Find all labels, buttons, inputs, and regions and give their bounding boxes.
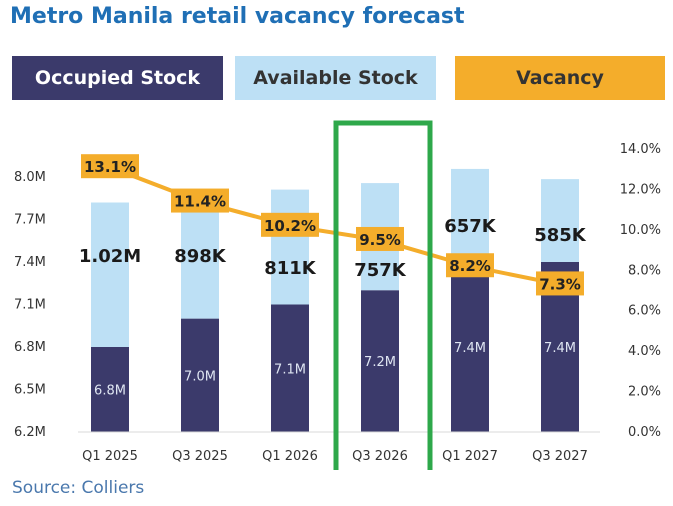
legend-available: Available Stock bbox=[235, 56, 436, 100]
vacancy-label: 11.4% bbox=[174, 193, 226, 211]
category-label: Q1 2025 bbox=[82, 449, 138, 464]
bar-occupied-label: 7.1M bbox=[274, 362, 306, 377]
bar-available-label: 1.02M bbox=[79, 246, 141, 267]
vacancy-label-box bbox=[356, 226, 404, 251]
vacancy-label-box bbox=[446, 253, 494, 278]
category-label: Q3 2025 bbox=[172, 449, 228, 464]
right-axis-tick: 2.0% bbox=[628, 385, 661, 400]
left-axis-tick: 6.2M bbox=[14, 425, 46, 440]
legend-occupied: Occupied Stock bbox=[12, 56, 223, 100]
bar-occupied-label: 7.0M bbox=[184, 369, 216, 384]
vacancy-label-box bbox=[261, 212, 319, 237]
vacancy-label-box bbox=[81, 154, 139, 179]
chart-title: Metro Manila retail vacancy forecast bbox=[10, 4, 465, 29]
category-label: Q1 2027 bbox=[442, 449, 498, 464]
bar-available bbox=[271, 189, 309, 305]
category-label: Q3 2026 bbox=[352, 449, 408, 464]
bar-occupied-label: 7.4M bbox=[544, 341, 576, 356]
bar-occupied-label: 6.8M bbox=[94, 384, 126, 399]
bar-available bbox=[451, 168, 489, 262]
right-axis-tick: 10.0% bbox=[620, 223, 661, 238]
highlight-frame bbox=[333, 120, 433, 470]
chart-plot: 8.0M 7.7M 7.4M 7.1M 6.8M 6.5M 6.2M 14.0% 12.0% 10… bbox=[14, 120, 661, 470]
right-axis-tick: 0.0% bbox=[628, 425, 661, 440]
left-axis-tick: 8.0M bbox=[14, 170, 46, 185]
right-axis-tick: 8.0% bbox=[628, 263, 661, 278]
left-axis-tick: 7.7M bbox=[14, 213, 46, 228]
source-note: Source: Colliers bbox=[12, 478, 145, 498]
bar-occupied-label: 7.4M bbox=[454, 341, 486, 356]
category-label: Q3 2027 bbox=[532, 449, 588, 464]
bar-available-label: 811K bbox=[264, 258, 317, 279]
vacancy-label-box bbox=[171, 188, 229, 213]
right-axis-tick: 14.0% bbox=[620, 142, 661, 157]
bar-occupied bbox=[361, 290, 399, 432]
bar-available-label: 757K bbox=[354, 260, 407, 281]
bar-available-label: 657K bbox=[444, 216, 497, 237]
vacancy-label: 7.3% bbox=[539, 275, 581, 293]
bar-occupied bbox=[181, 318, 219, 432]
right-axis-tick: 6.0% bbox=[628, 304, 661, 319]
left-axis-tick: 7.4M bbox=[14, 255, 46, 270]
vacancy-label-box bbox=[536, 271, 584, 296]
left-axis-tick: 6.5M bbox=[14, 383, 46, 398]
bar-available-label: 898K bbox=[174, 246, 227, 267]
vacancy-label: 13.1% bbox=[84, 158, 136, 176]
bar-occupied bbox=[91, 347, 129, 432]
right-axis-tick: 12.0% bbox=[620, 182, 661, 197]
right-axis-tick: 4.0% bbox=[628, 344, 661, 359]
vacancy-label: 9.5% bbox=[359, 231, 401, 249]
left-axis-tick: 6.8M bbox=[14, 340, 46, 355]
category-label: Q1 2026 bbox=[262, 449, 318, 464]
vacancy-label: 10.2% bbox=[264, 217, 316, 235]
bar-available bbox=[181, 191, 219, 319]
bar-available bbox=[541, 179, 579, 262]
bar-available-label: 585K bbox=[534, 225, 587, 246]
bar-occupied bbox=[271, 304, 309, 432]
left-axis-tick: 7.1M bbox=[14, 298, 46, 313]
legend-vacancy: Vacancy bbox=[455, 56, 665, 100]
bar-occupied-label: 7.2M bbox=[364, 355, 396, 370]
vacancy-label: 8.2% bbox=[449, 257, 491, 275]
bar-occupied bbox=[451, 262, 489, 432]
bar-available bbox=[91, 202, 129, 347]
